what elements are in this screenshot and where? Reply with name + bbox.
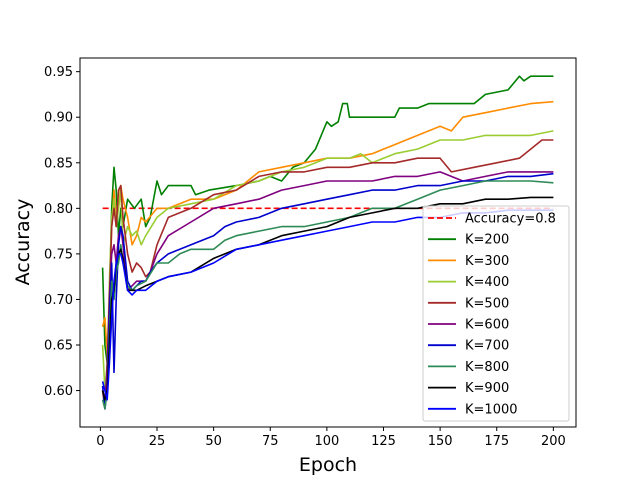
y-tick-label: 0.60 [44, 384, 73, 399]
series-line-4 [101, 171, 554, 401]
legend-label: K=1000 [465, 402, 518, 417]
series-line-5 [101, 172, 554, 410]
x-tick-label: 0 [96, 434, 104, 449]
x-axis-label: Epoch [299, 454, 357, 476]
legend-label: K=300 [465, 254, 509, 269]
series-line-3 [101, 139, 554, 410]
x-tick-label: 75 [262, 434, 279, 449]
y-tick-label: 0.90 [44, 111, 73, 126]
x-tick-label: 25 [149, 434, 166, 449]
legend-label: K=400 [465, 275, 509, 290]
x-tick-label: 100 [314, 434, 339, 449]
x-axis-ticks: 0 25 50 75 100 125 150 175 200 [96, 427, 566, 449]
y-tick-label: 0.80 [44, 202, 73, 217]
x-tick-label: 50 [205, 434, 222, 449]
legend-label: K=600 [465, 318, 509, 333]
y-tick-label: 0.95 [44, 65, 73, 80]
y-tick-label: 0.85 [44, 156, 73, 171]
legend-label: K=200 [465, 233, 509, 248]
y-tick-label: 0.70 [44, 293, 73, 308]
legend-label: Accuracy=0.8 [465, 212, 556, 227]
y-axis-ticks: 0.60 0.65 0.70 0.75 0.80 0.85 0.90 0.95 [44, 65, 80, 399]
plot-lines [101, 75, 554, 410]
axes-frame [79, 57, 577, 428]
legend-label: K=800 [465, 360, 509, 375]
legend-box [422, 205, 570, 422]
legend-label: K=500 [465, 296, 509, 311]
y-tick-label: 0.65 [44, 339, 73, 354]
legend-items: Accuracy=0.8 K=200 K=300 K=400 K=500 K=600 K=7… [428, 212, 556, 417]
y-tick-label: 0.75 [44, 247, 73, 262]
legend-label: K=700 [465, 339, 509, 354]
x-tick-label: 175 [484, 434, 509, 449]
x-tick-label: 125 [371, 434, 396, 449]
legend: Accuracy=0.8 K=200 K=300 K=400 K=500 K=600 K=7… [422, 205, 570, 422]
y-axis-label: Accuracy [12, 199, 34, 286]
x-tick-label: 200 [541, 434, 566, 449]
x-tick-label: 150 [428, 434, 453, 449]
legend-label: K=900 [465, 381, 509, 396]
